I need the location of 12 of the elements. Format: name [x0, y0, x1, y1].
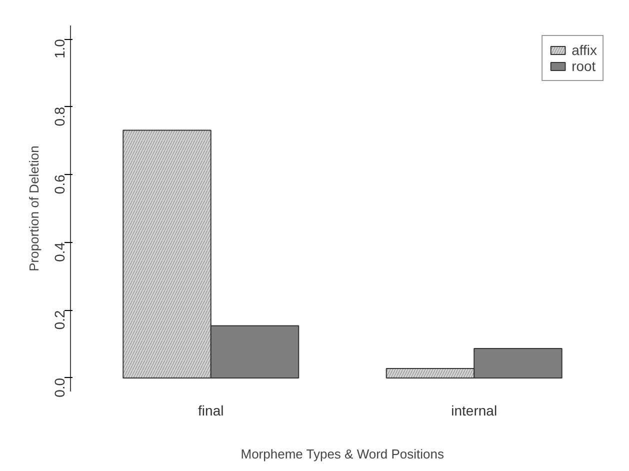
y-tick-label: 0.8 [52, 106, 68, 126]
y-tick-label: 0.4 [52, 242, 68, 262]
y-tick-label: 0.0 [52, 378, 68, 398]
x-axis-title: Morpheme Types & Word Positions [240, 446, 445, 462]
y-tick-label: 0.6 [52, 174, 68, 194]
y-tick-label: 0.2 [52, 310, 68, 330]
y-axis-title: Proportion of Deletion [26, 146, 42, 272]
y-tick-label: 1.0 [52, 38, 68, 59]
x-tick-label: final [198, 402, 224, 418]
legend-label: root [572, 58, 596, 74]
legend-label: affix [572, 42, 597, 58]
x-tick-label: internal [451, 402, 498, 418]
